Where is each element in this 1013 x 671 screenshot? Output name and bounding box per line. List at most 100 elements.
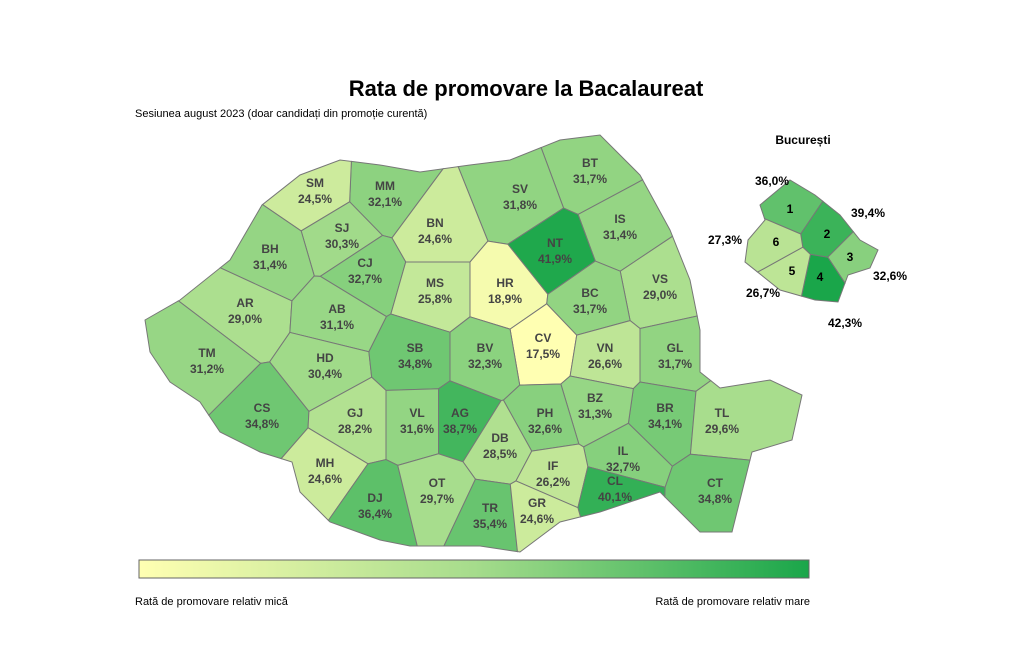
county-rate: 41,9% [538, 252, 572, 266]
county-code: VS [652, 272, 668, 286]
sector-name: 4 [817, 270, 824, 284]
county-rate: 29,6% [705, 422, 739, 436]
legend-gradient [138, 559, 810, 579]
county-code: TM [198, 346, 215, 360]
county-code: DJ [367, 491, 382, 505]
county-rate: 31,3% [578, 407, 612, 421]
county-rate: 32,7% [348, 272, 382, 286]
sector-rate: 36,0% [755, 174, 789, 188]
county-rate: 31,7% [573, 302, 607, 316]
sector-name: 1 [787, 202, 794, 216]
county-rate: 30,3% [325, 237, 359, 251]
county-code: GJ [347, 406, 363, 420]
county-code: BV [477, 341, 494, 355]
county-rate: 24,5% [298, 192, 332, 206]
county-rate: 29,0% [228, 312, 262, 326]
county-rate: 18,9% [488, 292, 522, 306]
county-rate: 34,8% [398, 357, 432, 371]
county-rate: 29,0% [643, 288, 677, 302]
county-code: SB [407, 341, 424, 355]
county-code: MH [316, 456, 335, 470]
sector-name: 2 [824, 227, 831, 241]
county-code: BR [656, 401, 674, 415]
county-code: BZ [587, 391, 603, 405]
county-rate: 28,5% [483, 447, 517, 461]
county-rate: 34,8% [698, 492, 732, 506]
county-rate: 31,2% [190, 362, 224, 376]
sector-rate: 39,4% [851, 206, 885, 220]
county [509, 480, 582, 553]
county-code: CL [607, 474, 623, 488]
county-code: PH [537, 406, 554, 420]
county-code: HD [316, 351, 334, 365]
sector-rate: 27,3% [708, 233, 742, 247]
county-rate: 26,2% [536, 475, 570, 489]
county [689, 379, 803, 461]
county-rate: 31,4% [253, 258, 287, 272]
county-rate: 38,7% [443, 422, 477, 436]
county-rate: 40,1% [598, 490, 632, 504]
county-rate: 31,8% [503, 198, 537, 212]
county-code: BC [581, 286, 599, 300]
county-code: CJ [357, 256, 372, 270]
county-rate: 32,7% [606, 460, 640, 474]
county-rate: 35,4% [473, 517, 507, 531]
county-rate: 34,8% [245, 417, 279, 431]
county-code: MM [375, 179, 395, 193]
county-rate: 31,1% [320, 318, 354, 332]
county-code: TL [715, 406, 730, 420]
county-code: BT [582, 156, 599, 170]
sector [744, 217, 804, 273]
county-code: IL [618, 444, 629, 458]
county-code: CT [707, 476, 724, 490]
legend-high: Rată de promovare relativ mare [655, 596, 810, 608]
county [144, 300, 262, 416]
county [397, 453, 477, 547]
county-code: IS [614, 212, 625, 226]
county-rate: 34,1% [648, 417, 682, 431]
legend-low: Rată de promovare relativ mică [135, 596, 289, 608]
county-rate: 32,1% [368, 195, 402, 209]
county-code: VN [597, 341, 614, 355]
sector-rate: 26,7% [746, 286, 780, 300]
county-rate: 31,6% [400, 422, 434, 436]
county-rate: 31,7% [658, 357, 692, 371]
sector-name: 5 [789, 264, 796, 278]
county-rate: 25,8% [418, 292, 452, 306]
county-code: DB [491, 431, 509, 445]
sector-rate: 42,3% [828, 316, 862, 330]
county-rate: 24,6% [418, 232, 452, 246]
county-rate: 30,4% [308, 367, 342, 381]
county-code: OT [429, 476, 446, 490]
county-code: GR [528, 496, 546, 510]
county-rate: 24,6% [308, 472, 342, 486]
county-code: SV [512, 182, 528, 196]
county [327, 459, 418, 547]
county-code: AG [451, 406, 469, 420]
county-code: BH [261, 242, 278, 256]
county-rate: 31,4% [603, 228, 637, 242]
sector-name: 6 [773, 235, 780, 249]
county-rate: 26,6% [588, 357, 622, 371]
romania-map: BT 31,7% SV 31,8% MM 32,1% SM 24,5% IS 31,4% NT 41,… [144, 134, 803, 553]
county-code: NT [547, 236, 564, 250]
bucharest-title: București [775, 133, 830, 147]
county-rate: 32,3% [468, 357, 502, 371]
county-code: CS [254, 401, 271, 415]
bucharest-map: 1 36,0% 2 39,4% 3 32,6% 4 42,3% 5 26,7% 6 27,3% [708, 174, 907, 330]
county-code: HR [496, 276, 514, 290]
county-code: VL [409, 406, 424, 420]
county-code: MS [426, 276, 444, 290]
sector-rate: 32,6% [873, 269, 907, 283]
county-rate: 29,7% [420, 492, 454, 506]
county-code: SJ [335, 221, 350, 235]
sector-name: 3 [847, 250, 854, 264]
county-code: IF [548, 459, 559, 473]
subtitle: Sesiunea august 2023 (doar candidați din… [135, 108, 427, 120]
county-rate: 31,7% [573, 172, 607, 186]
county-rate: 36,4% [358, 507, 392, 521]
county-code: TR [482, 501, 498, 515]
county-code: AB [328, 302, 346, 316]
county-rate: 24,6% [520, 512, 554, 526]
